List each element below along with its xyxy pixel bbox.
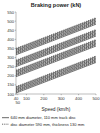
series-line	[16, 21, 96, 52]
series-line	[16, 61, 96, 92]
series-line	[16, 21, 96, 52]
y-axis	[16, 12, 17, 94]
series-line	[16, 62, 96, 93]
tick-label: 100	[23, 96, 31, 101]
tick	[15, 66, 16, 67]
series-line	[16, 30, 96, 61]
plot-area	[16, 18, 96, 93]
series-line	[16, 22, 96, 53]
tick	[15, 48, 16, 49]
tick	[15, 39, 16, 40]
series-line	[16, 23, 96, 54]
tick	[15, 21, 16, 22]
legend-label: disc diameter 590 mm, thickness 130 mm	[11, 122, 85, 127]
series-line	[16, 18, 96, 49]
series-line	[16, 18, 96, 49]
series-line	[16, 40, 96, 71]
series-line	[16, 60, 96, 91]
series-line	[16, 35, 96, 66]
legend-swatch	[2, 124, 9, 125]
tick-label: 150	[7, 82, 15, 87]
tick-label: 200	[40, 96, 48, 101]
tick	[15, 94, 16, 95]
series-line	[16, 23, 96, 54]
tick	[15, 84, 16, 85]
series-line	[16, 24, 96, 55]
legend-label: 640 mm diameter, 110 mm track disc	[11, 115, 76, 120]
tick-label: 200	[7, 73, 15, 78]
series-line	[16, 36, 96, 67]
tick-label: 450	[7, 28, 15, 33]
tick-label: 500	[7, 19, 15, 24]
series-line	[16, 60, 96, 91]
series-line	[16, 32, 96, 63]
tick-label: 300	[58, 96, 66, 101]
tick-label: 400	[7, 37, 15, 42]
legend-swatch	[2, 117, 9, 118]
series-line	[16, 58, 96, 89]
series-line	[16, 20, 96, 51]
tick	[15, 30, 16, 31]
series-line	[16, 31, 96, 62]
series-line	[16, 35, 96, 66]
tick-label: 250	[7, 64, 15, 69]
chart: Braking power (kN) 100 150 200 250 300 350 400 4…	[0, 0, 100, 133]
tick	[15, 57, 16, 58]
tick-label: 50	[15, 100, 20, 105]
series-line	[16, 34, 96, 65]
axis-label: Speed (km/h)	[42, 107, 71, 112]
x-axis	[16, 94, 96, 95]
tick-label: 300	[7, 55, 15, 60]
tick-label: 500	[93, 96, 100, 101]
tick	[15, 12, 16, 13]
tick-label: 400	[75, 96, 83, 101]
tick-label: 550	[7, 10, 15, 15]
tick	[17, 94, 18, 95]
series-line	[16, 30, 96, 61]
series-line	[16, 32, 96, 63]
series-line	[16, 59, 96, 90]
title: Braking power (kN)	[31, 2, 82, 8]
series-line	[16, 19, 96, 50]
tick	[15, 75, 16, 76]
series-line	[16, 33, 96, 64]
tick-label: 350	[7, 46, 15, 51]
